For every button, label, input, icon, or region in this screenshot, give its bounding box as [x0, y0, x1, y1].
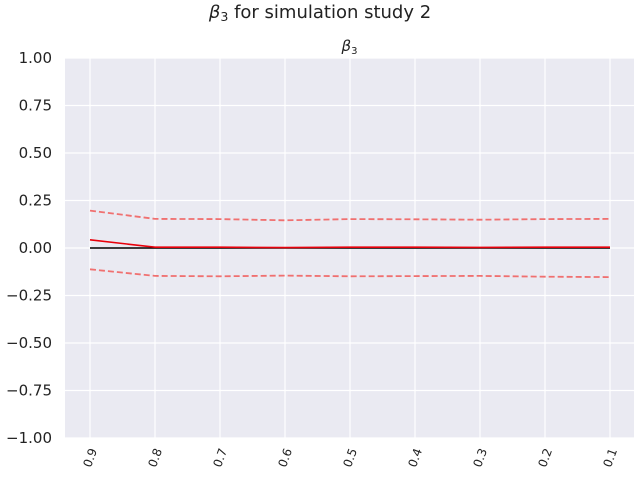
x-tick-label: 0.2 — [535, 446, 555, 469]
figure-title: β3 for simulation study 2 — [0, 2, 640, 24]
y-tick-label: −0.50 — [6, 334, 52, 352]
figure-title-text: for simulation study 2 — [234, 2, 432, 23]
x-tick-label: 0.5 — [340, 446, 360, 469]
y-tick-label: −0.25 — [6, 287, 52, 305]
y-tick-label: 0.25 — [19, 192, 52, 210]
y-tick-label: 0.00 — [19, 239, 52, 257]
y-tick-label: −1.00 — [6, 429, 52, 447]
x-tick-label: 0.4 — [405, 446, 425, 469]
x-tick-label: 0.3 — [470, 446, 490, 469]
x-tick-label: 0.9 — [80, 446, 100, 469]
plot-title: β3 — [341, 37, 358, 57]
y-tick-label: 1.00 — [19, 49, 52, 67]
x-tick-label: 0.6 — [275, 446, 295, 469]
y-tick-label: 0.50 — [19, 144, 52, 162]
y-tick-label: 0.75 — [19, 97, 52, 115]
figure-title-subscript: 3 — [220, 9, 229, 25]
series-line-2 — [89, 268, 611, 278]
x-tick-label: 0.7 — [210, 446, 230, 469]
plot-title-symbol: β — [341, 37, 352, 55]
series-line-4 — [89, 239, 610, 249]
series-line-1 — [89, 209, 611, 222]
y-tick-label: −0.75 — [6, 382, 52, 400]
plot-title-subscript: 3 — [351, 46, 357, 57]
figure-title-symbol: β — [208, 2, 221, 23]
x-tick-label: 0.1 — [600, 446, 620, 469]
x-tick-label: 0.8 — [145, 446, 165, 469]
